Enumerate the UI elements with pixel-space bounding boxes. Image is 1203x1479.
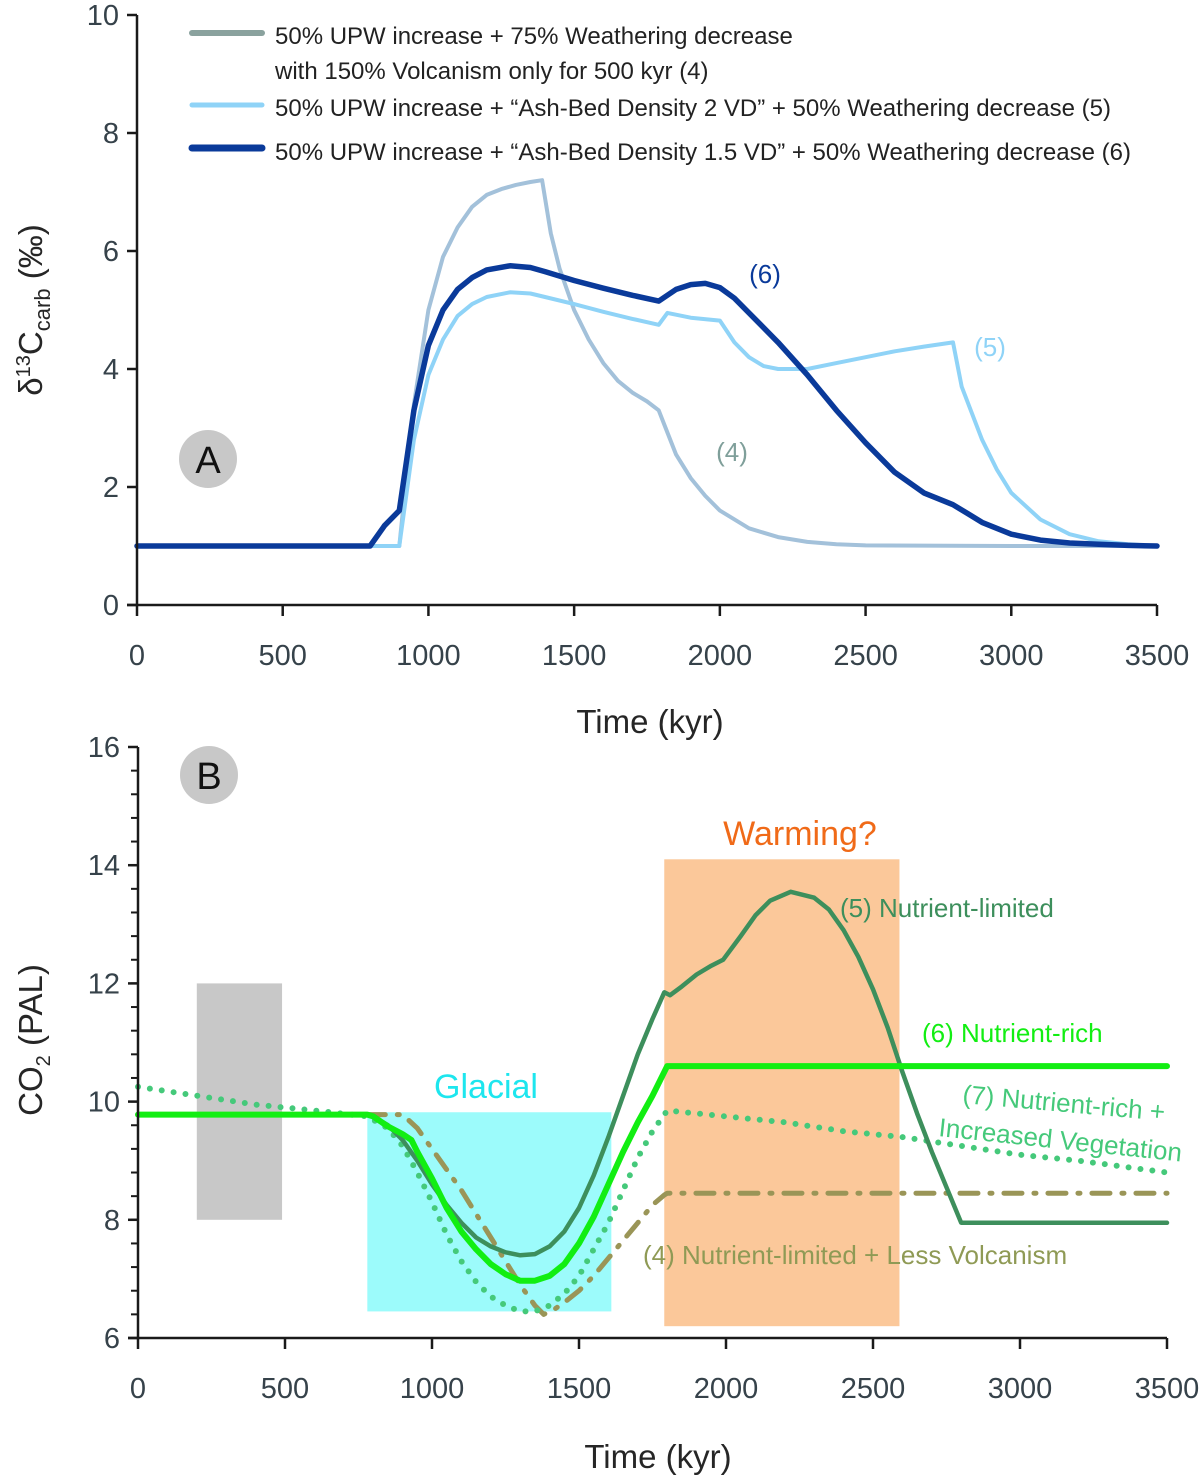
badge-circle	[179, 430, 237, 488]
x-tick-label: 0	[130, 1373, 146, 1405]
x-tick-label: 1500	[542, 640, 607, 672]
y-tick-label: 2	[103, 472, 119, 504]
y-tick-label: 0	[103, 590, 119, 622]
x-tick-label: 2000	[694, 1373, 759, 1405]
x-axis-title-a: Time (kyr)	[576, 703, 723, 740]
x-tick-label: 3000	[979, 640, 1044, 672]
annotation-5-nutrient-limited: (5) Nutrient-limited	[840, 893, 1054, 923]
y-title-pal: (PAL)	[12, 964, 49, 1055]
x-tick-label: 2500	[833, 640, 898, 672]
x-tick-label: 3500	[1125, 640, 1190, 672]
y-axis-title-b-text: CO2 (PAL)	[12, 964, 55, 1116]
x-tick-label: 2000	[688, 640, 753, 672]
y-axis-title-a-text: δ13Ccarb (‰)	[12, 224, 55, 395]
badge-letter: B	[196, 756, 221, 798]
panel-b: Glacial Warming? 6 8 10 12 14 16 0 500 1000 1500 2…	[12, 732, 1199, 1475]
annotation-4-less-volcanism: (4) Nutrient-limited + Less Volcanism	[643, 1240, 1067, 1270]
y-axis-title-b: CO2 (PAL)	[12, 964, 55, 1116]
y-tick-label: 8	[104, 1205, 120, 1237]
curve-label-4: (4)	[716, 437, 748, 467]
y-axis-title-a: δ13Ccarb (‰)	[12, 224, 55, 395]
x-tick-label: 1500	[547, 1373, 612, 1405]
x-axis-title-b: Time (kyr)	[584, 1438, 731, 1475]
y-tick-label: 12	[88, 968, 120, 1000]
y-title-sub: carb	[30, 288, 55, 331]
series-line-7-nutrient-rich-increased-vegetation	[135, 1083, 1170, 1315]
y-tick-label: 10	[87, 0, 119, 32]
panel-a-legend: 50% UPW increase + 75% Weathering decrea…	[188, 23, 1131, 166]
panel-b-badge: B	[180, 746, 238, 804]
panel-b-shaded-regions	[196, 859, 900, 1327]
y-title-delta: δ	[12, 377, 49, 395]
y-tick-label: 4	[103, 354, 119, 386]
x-tick-label: 1000	[396, 640, 461, 672]
panel-a-badge: A	[179, 430, 237, 488]
shaded-region-unlabeled-grey	[196, 983, 283, 1220]
badge-circle	[180, 746, 238, 804]
x-tick-label: 1000	[400, 1373, 465, 1405]
series-line-5	[135, 290, 1159, 548]
legend-label-6: 50% UPW increase + “Ash-Bed Density 1.5 …	[275, 139, 1131, 166]
x-tick-label: 3500	[1135, 1373, 1200, 1405]
badge-letter: A	[195, 440, 221, 482]
panel-a-axes: 0 2 4 6 8 10 0 500 1000 1500 2000 2500 3000 3500	[87, 0, 1190, 672]
annotation-6-nutrient-rich: (6) Nutrient-rich	[922, 1018, 1103, 1048]
curve-label-5: (5)	[974, 332, 1006, 362]
series-line-4-nutrient-limited-less-volcanism	[364, 1112, 1170, 1317]
curve-label-6: (6)	[749, 259, 781, 289]
x-tick-label: 500	[261, 1373, 309, 1405]
x-tick-label: 0	[129, 640, 145, 672]
panel-b-axes: 6 8 10 12 14 16 0 500 1000 1500 2000 2500 3000 3500	[88, 732, 1200, 1405]
panel-b-curves	[135, 889, 1170, 1317]
y-tick-label: 10	[88, 1087, 120, 1119]
legend-label-5: 50% UPW increase + “Ash-Bed Density 2 VD…	[275, 95, 1111, 122]
series-line-6-nutrient-rich	[135, 1063, 1170, 1284]
shaded-region-warming	[664, 859, 900, 1327]
y-tick-label: 6	[104, 1323, 120, 1355]
series-line-6	[134, 263, 1160, 549]
y-tick-label: 16	[88, 732, 120, 764]
panel-a: 0 2 4 6 8 10 0 500 1000 1500 2000 2500 3000 3500 50% …	[12, 0, 1189, 740]
y-tick-label: 6	[103, 236, 119, 268]
y-tick-label: 14	[88, 850, 120, 882]
x-tick-label: 3000	[988, 1373, 1053, 1405]
y-title-sub2: 2	[33, 1055, 55, 1066]
y-title-unit: (‰)	[12, 224, 49, 288]
series-line-5-nutrient-limited	[135, 889, 1170, 1258]
region-label-glacial: Glacial	[434, 1068, 538, 1106]
series-line-4	[135, 178, 1159, 548]
x-tick-label: 2500	[841, 1373, 906, 1405]
legend-label-4-line2: with 150% Volcanism only for 500 kyr (4)	[274, 58, 709, 85]
x-tick-label: 500	[259, 640, 307, 672]
y-tick-label: 8	[103, 118, 119, 150]
panel-a-curves	[134, 178, 1160, 549]
y-title-co: CO	[12, 1066, 49, 1116]
region-label-warming: Warming?	[723, 815, 877, 853]
legend-label-4-line1: 50% UPW increase + 75% Weathering decrea…	[275, 23, 793, 50]
y-title-c: C	[12, 331, 49, 355]
y-title-sup: 13	[13, 355, 35, 377]
